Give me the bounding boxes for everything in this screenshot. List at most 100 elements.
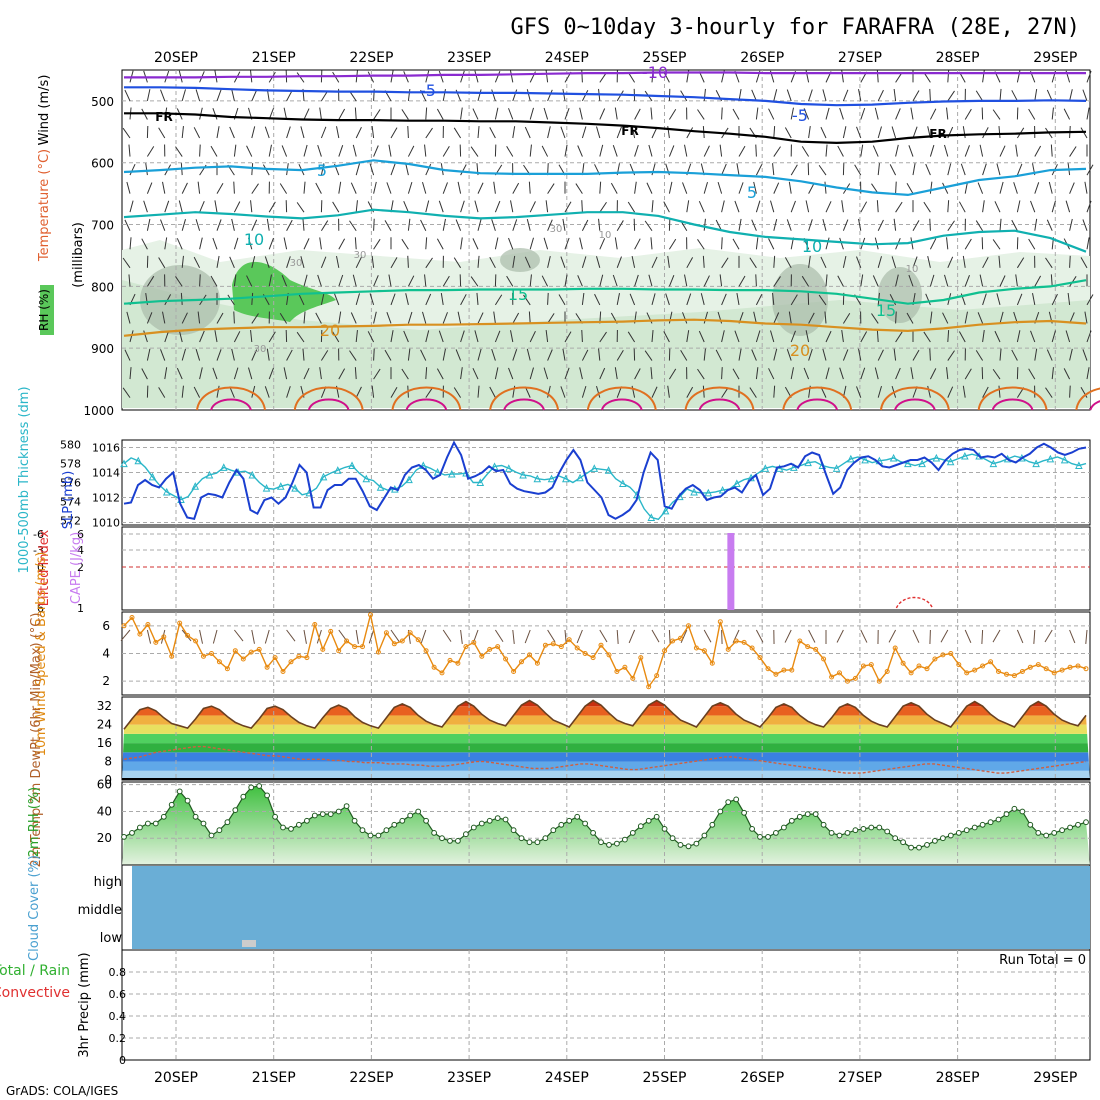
rh-point bbox=[765, 834, 771, 840]
wind-barb bbox=[181, 219, 186, 231]
wind-barb bbox=[355, 330, 358, 343]
wind-barb bbox=[668, 275, 675, 287]
wind-barb bbox=[303, 629, 307, 644]
wind-barb bbox=[860, 367, 866, 380]
wind-barb bbox=[738, 275, 746, 287]
wind-barb bbox=[141, 238, 148, 250]
wind-barb bbox=[120, 629, 131, 642]
wind-speed-point bbox=[415, 637, 421, 643]
rh-legend-swatch bbox=[40, 285, 54, 335]
wind-barb bbox=[405, 293, 409, 306]
rh2m-axis-label: 2m RH (%) bbox=[27, 787, 42, 858]
wind-barb bbox=[315, 182, 322, 194]
wind-speed-point bbox=[471, 639, 477, 645]
wind-barb bbox=[982, 163, 987, 176]
wind-barb bbox=[663, 201, 670, 213]
wind-barb bbox=[682, 182, 688, 194]
wind-barb bbox=[129, 200, 134, 213]
rh-point bbox=[749, 826, 755, 832]
wind-barb bbox=[1051, 367, 1054, 380]
wind-speed-point bbox=[749, 645, 755, 651]
wind-barb bbox=[697, 239, 705, 250]
date-label-bottom: 23SEP bbox=[447, 1070, 491, 1086]
wind-barb bbox=[460, 70, 465, 83]
rh-point bbox=[423, 817, 430, 824]
wind-barb bbox=[877, 126, 882, 139]
wind-barb bbox=[860, 201, 868, 213]
wind-barb bbox=[1086, 164, 1094, 176]
wind-barb bbox=[373, 218, 375, 231]
wind-barb bbox=[734, 330, 740, 343]
temp-band bbox=[122, 743, 1090, 753]
wind-speed-point bbox=[678, 635, 683, 641]
rh-point bbox=[900, 839, 906, 846]
wind-speed-point bbox=[375, 649, 381, 655]
wind-barb bbox=[251, 313, 259, 324]
wind-speed-point bbox=[344, 638, 350, 644]
precip-panel-frame bbox=[121, 949, 1091, 1061]
wind-barb bbox=[721, 200, 725, 213]
wind-barb bbox=[264, 126, 270, 139]
wind-barb bbox=[320, 220, 329, 231]
isotherm-25 bbox=[293, 386, 364, 411]
wind-barb bbox=[529, 144, 532, 157]
wind-barb bbox=[1016, 293, 1023, 306]
contour-label: 20 bbox=[320, 321, 340, 340]
wind-barb bbox=[246, 145, 253, 157]
wind-barb bbox=[1069, 385, 1071, 398]
wind-barb bbox=[808, 126, 811, 139]
wind-barb bbox=[684, 144, 688, 157]
wind-barb bbox=[251, 256, 256, 268]
wind-barb bbox=[960, 163, 966, 176]
wind-barb bbox=[577, 145, 583, 157]
date-label-top: 23SEP bbox=[447, 50, 491, 66]
wind-barb bbox=[808, 348, 813, 361]
wind-barb bbox=[403, 330, 409, 343]
wind-barb bbox=[668, 629, 671, 645]
wind-barb bbox=[160, 219, 166, 231]
wind-speed-point bbox=[336, 648, 342, 654]
wind-barb bbox=[199, 107, 203, 120]
wind-barb bbox=[320, 350, 329, 361]
wind-barb bbox=[703, 145, 710, 157]
temp-band bbox=[122, 733, 1090, 744]
wind-barb bbox=[929, 238, 937, 250]
wind-barb bbox=[460, 330, 465, 343]
wind-barb bbox=[1013, 182, 1018, 194]
temp-tick: 16 bbox=[97, 736, 112, 750]
wind-barb bbox=[176, 238, 183, 250]
wind-barb bbox=[523, 294, 531, 306]
slp-tick: 1016 bbox=[92, 442, 120, 455]
wind-barb bbox=[1033, 629, 1036, 645]
wind-barb bbox=[216, 312, 224, 324]
thickness-point bbox=[690, 487, 698, 496]
wind-barb bbox=[338, 274, 344, 287]
thickness-point bbox=[148, 472, 157, 481]
thickness-point bbox=[576, 473, 584, 482]
wind-barb bbox=[233, 237, 239, 250]
temp-axis-label: 2m Temp 2m DewPt (6hr Min/Max) (°C) bbox=[29, 613, 44, 868]
isotherm-30 bbox=[210, 398, 252, 411]
wind-barb bbox=[216, 385, 220, 398]
li-curve bbox=[895, 596, 934, 609]
wind-barb bbox=[910, 367, 914, 380]
wind-barb bbox=[493, 181, 496, 194]
wind-barb bbox=[768, 368, 775, 380]
wind-barb bbox=[686, 257, 694, 269]
wind-speed-point bbox=[161, 634, 167, 640]
rh-point bbox=[1035, 830, 1042, 836]
rh-point bbox=[383, 827, 390, 834]
thickness-point bbox=[889, 453, 898, 462]
wind-barb bbox=[1046, 219, 1053, 231]
precip-tick: 0.2 bbox=[109, 1032, 127, 1045]
rh-point bbox=[494, 815, 501, 821]
wind-barb bbox=[738, 145, 746, 157]
wind-barb bbox=[390, 330, 394, 343]
rh-point bbox=[1075, 821, 1081, 828]
wind-speed-point bbox=[837, 670, 842, 676]
wind-speed-point bbox=[272, 655, 278, 661]
wind-barb bbox=[279, 313, 288, 324]
pressure-tick: 700 bbox=[91, 219, 114, 233]
rh-point bbox=[264, 792, 271, 799]
isotherm-25 bbox=[684, 386, 755, 411]
